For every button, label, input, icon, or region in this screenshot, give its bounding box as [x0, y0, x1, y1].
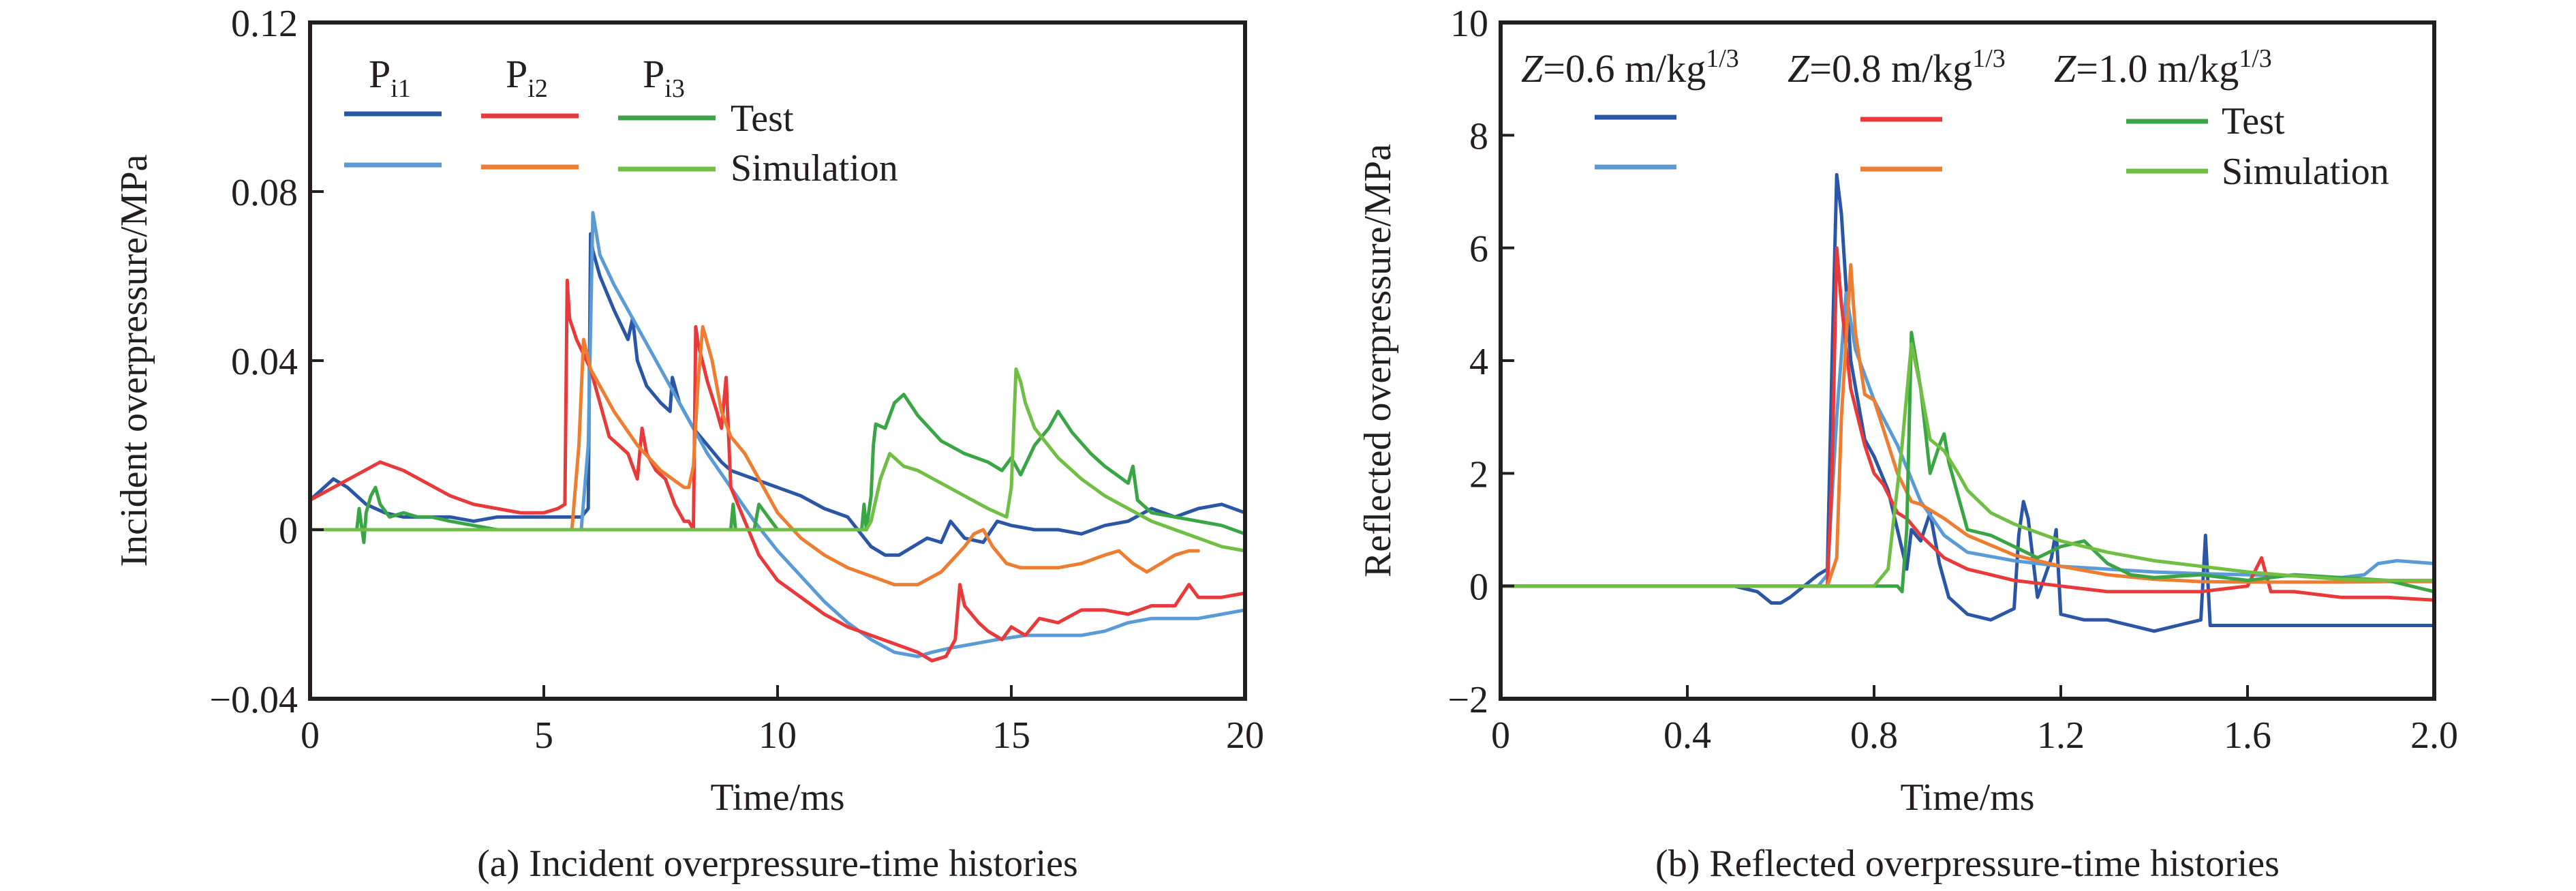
x-tick-label: 2.0: [2410, 714, 2458, 757]
legend-head-pi2: Pi2: [506, 52, 548, 103]
y-tick-label: 8: [1469, 115, 1488, 157]
y-tick-label: 6: [1469, 228, 1488, 271]
y-tick-label: −2: [1447, 679, 1488, 721]
x-tick-label: 5: [534, 714, 553, 757]
legend-label-simulation: Simulation: [731, 147, 898, 190]
legend: Z=0.6 m/kg1/3 Z=0.8 m/kg1/3 Z=1.0 m/kg1/…: [1521, 44, 2389, 193]
legend-head-pi1: Pi1: [369, 52, 411, 103]
x-axis-label: Time/ms: [710, 776, 844, 819]
y-tick-label: 2: [1469, 453, 1488, 496]
series-pi3-test: [308, 393, 1247, 545]
series-z-0-8-test: [1499, 246, 2436, 602]
x-tick-label: 15: [992, 714, 1030, 757]
series-z-0-6-simulation: [1499, 291, 2436, 588]
x-tick-label: 0.4: [1663, 714, 1711, 757]
series-pi2-simulation: [308, 324, 1200, 587]
series-z-0-8-simulation: [1499, 263, 2436, 588]
y-axis-label: Incident overpressure/MPa: [113, 154, 155, 567]
y-tick-label: 0.12: [231, 3, 298, 45]
series-pi1-test: [308, 232, 1247, 557]
legend-head-sub: i2: [527, 74, 548, 103]
legend-head-z10: Z=1.0 m/kg1/3: [2054, 44, 2272, 91]
svg-text:Pi1: Pi1: [369, 52, 411, 103]
x-tick-label: 1.6: [2224, 714, 2271, 757]
x-tick-label: 10: [758, 714, 797, 757]
legend-head-main: P: [369, 52, 390, 96]
y-tick-label: 0: [1469, 567, 1488, 609]
series-pi2-test: [308, 278, 1247, 663]
legend-head-pi3: Pi3: [643, 52, 685, 103]
caption: (b) Reflected overpressure-time historie…: [1655, 843, 2280, 885]
y-axis-label: Reflected overpressure/MPa: [1357, 144, 1399, 577]
series-pi3-simulation: [308, 367, 1247, 553]
legend-label-test: Test: [731, 97, 794, 140]
y-tick-label: 4: [1469, 341, 1488, 383]
svg-text:Pi3: Pi3: [643, 52, 685, 103]
series-layer: [1499, 172, 2436, 633]
series-layer: [308, 211, 1247, 663]
x-tick-label: 20: [1226, 714, 1264, 757]
x-tick-label: 0.8: [1850, 714, 1898, 757]
legend-label-test: Test: [2222, 100, 2285, 142]
svg-text:Pi2: Pi2: [506, 52, 548, 103]
legend: Pi1 Pi2 Pi3 Test Simulation: [344, 52, 898, 190]
legend-head-main: P: [643, 52, 664, 96]
legend-head-main: P: [506, 52, 527, 96]
legend-head-sub: i1: [390, 74, 411, 103]
x-tick-label: 0: [301, 714, 320, 757]
legend-head-z08: Z=0.8 m/kg1/3: [1788, 44, 2006, 91]
series-z-0-6-test: [1499, 172, 2436, 633]
series-z-1-0-simulation: [1499, 342, 2436, 588]
y-tick-label: 0.04: [231, 341, 298, 383]
x-tick-label: 1.2: [2037, 714, 2085, 757]
x-axis-label: Time/ms: [1900, 776, 2034, 819]
legend-head-sub: i3: [664, 74, 685, 103]
legend-head-z06: Z=0.6 m/kg1/3: [1521, 44, 1739, 91]
plot-frame: [1499, 20, 2436, 701]
y-tick-label: 10: [1450, 3, 1488, 45]
legend-label-simulation: Simulation: [2222, 151, 2389, 193]
x-tick-label: 0: [1491, 714, 1510, 757]
y-tick-label: −0.04: [209, 679, 298, 721]
y-tick-label: 0: [279, 510, 298, 552]
series-pi1-simulation: [308, 211, 1247, 659]
caption: (a) Incident overpressure-time histories: [477, 843, 1078, 885]
y-tick-label: 0.08: [231, 172, 298, 214]
